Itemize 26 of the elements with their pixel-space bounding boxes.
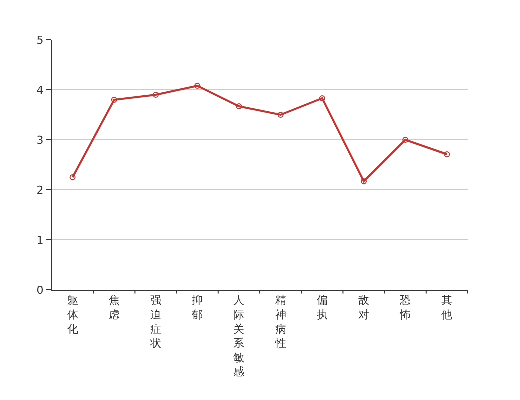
y-tick-label: 4 — [36, 84, 44, 97]
point — [361, 178, 367, 184]
point — [111, 97, 118, 103]
point — [444, 152, 450, 158]
x-tick-label: 抑郁 — [192, 294, 204, 322]
y-tick-label: 5 — [36, 34, 44, 47]
x-tick-label: 偏执 — [316, 294, 328, 322]
point — [70, 174, 76, 180]
point — [194, 83, 201, 89]
point — [153, 92, 159, 98]
x-tick-label: 人际关系敏感 — [234, 294, 245, 379]
point — [319, 96, 326, 102]
x-tick-label: 焦虑 — [108, 294, 120, 322]
x-tick-label: 其他 — [442, 294, 453, 322]
y-tick-label: 2 — [36, 184, 44, 197]
x-tick-label: 恐怖 — [399, 294, 412, 322]
y-tick-label: 3 — [36, 134, 44, 147]
x-tick-label: 强迫症状 — [150, 294, 162, 350]
x-tick-label: 精神病性 — [274, 294, 286, 350]
y-tick-label: 1 — [36, 234, 44, 247]
point — [402, 137, 409, 143]
x-tick-label: 敌对 — [358, 294, 370, 322]
point — [236, 104, 242, 110]
y-tick-label: 0 — [36, 284, 44, 297]
point — [278, 112, 284, 118]
x-tick-label: 躯体化 — [67, 294, 78, 336]
